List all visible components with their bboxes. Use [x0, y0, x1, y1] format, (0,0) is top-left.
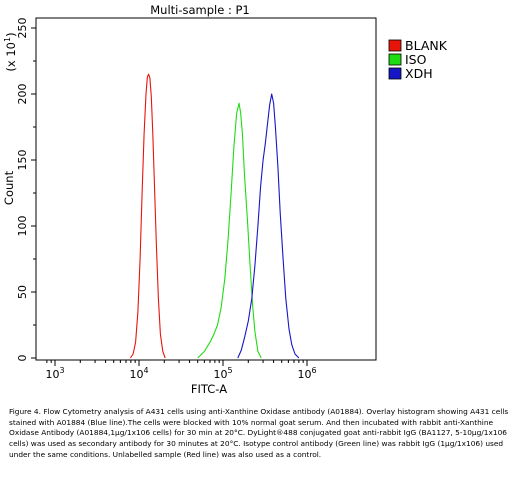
y-tick-label: 0 [16, 355, 29, 362]
legend-swatch-iso [388, 53, 402, 66]
x-tick-label: 104 [129, 366, 148, 381]
x-tick-label: 103 [45, 366, 64, 381]
chart-title: Multi-sample : P1 [150, 3, 250, 17]
y-tick-label: 150 [16, 150, 29, 171]
x-tick-label: 106 [297, 366, 316, 381]
y-multiplier-close: ) [4, 32, 18, 37]
flow-cytometry-histogram: Multi-sample : P1 (x 101) Count FITC-A 0… [2, 3, 448, 396]
legend-label-blank: BLANK [405, 38, 448, 53]
y-multiplier-exp: 1 [3, 37, 12, 42]
y-tick-label: 200 [16, 84, 29, 105]
series-line-blank [129, 73, 166, 359]
y-axis-title: Count [2, 170, 16, 205]
histogram-svg: Multi-sample : P1 (x 101) Count FITC-A 0… [2, 3, 448, 396]
svg-text:(x 101): (x 101) [3, 32, 18, 71]
series-line-xdh [237, 93, 300, 359]
x-tick-label: 105 [213, 366, 232, 381]
legend-label-xdh: XDH [405, 66, 433, 81]
y-axis-ticks: 0 50 100 150 200 250 [16, 18, 36, 362]
y-multiplier-base: (x 10 [4, 42, 18, 72]
legend-swatch-blank [388, 39, 402, 52]
y-tick-label: 250 [16, 18, 29, 39]
legend-swatch-xdh [388, 67, 402, 80]
series-line-iso [197, 102, 262, 359]
x-axis-title: FITC-A [191, 382, 227, 396]
series-lines [129, 73, 300, 359]
y-tick-label: 100 [16, 216, 29, 237]
plot-area-frame [35, 17, 377, 361]
y-tick-label: 50 [16, 285, 29, 299]
legend-label-iso: ISO [405, 52, 427, 67]
x-axis-ticks: 103 104 105 106 [45, 360, 317, 381]
y-axis-multiplier: (x 101) [3, 32, 18, 71]
figure-caption: Figure 4. Flow Cytometry analysis of A43… [9, 407, 509, 459]
